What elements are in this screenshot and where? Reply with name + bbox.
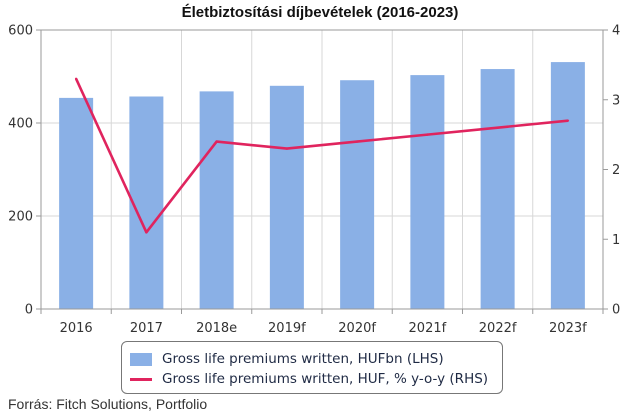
x-tick-label: 2019f (268, 321, 306, 336)
legend-label-bars: Gross life premiums written, HUFbn (LHS) (162, 351, 444, 367)
point-2018e (215, 140, 218, 143)
bar-2023f (550, 62, 585, 310)
line-series (74, 77, 570, 234)
bar-2019f (269, 85, 304, 309)
chart-title: Életbiztosítási díjbevételek (2016-2023) (181, 4, 459, 21)
axes (36, 29, 608, 314)
bar-2022f (480, 69, 515, 309)
point-2020f (355, 140, 359, 143)
x-tick-label: 2023f (549, 321, 587, 336)
bar-2017 (129, 96, 164, 310)
point-2019f (285, 147, 289, 150)
bar-2021f (410, 75, 445, 309)
bar-2016 (59, 97, 94, 309)
legend-swatch-line (130, 377, 152, 381)
x-tick-label: 2016 (60, 321, 93, 336)
bar-2018e (199, 91, 234, 309)
legend-swatch-bar (130, 352, 152, 366)
point-2017 (145, 231, 148, 234)
legend: Gross life premiums written, HUFbn (LHS)… (121, 341, 503, 394)
point-2022f (496, 126, 499, 129)
y-right-tick-label: 1 (612, 233, 620, 248)
y-right-tick-label: 3 (612, 93, 620, 108)
y-left-tick-label: 400 (8, 117, 33, 132)
x-tick-label: 2022f (479, 321, 517, 336)
point-2016 (74, 77, 78, 81)
y-right-tick-label: 2 (612, 163, 620, 178)
source-note: Forrás: Fitch Solutions, Portfolio (8, 396, 208, 412)
line-yoy (74, 78, 569, 234)
y-right-tick-label: 0 (612, 303, 620, 318)
point-2023f (566, 119, 570, 122)
x-tick-label: 2020f (338, 321, 376, 336)
bar-series (59, 62, 585, 310)
x-tick-label: 2018e (196, 321, 237, 336)
y-left-tick-label: 0 (25, 303, 33, 318)
point-2021f (426, 133, 429, 136)
grid (41, 29, 603, 310)
y-left-tick-label: 600 (8, 24, 33, 39)
legend-item-bars: Gross life premiums written, HUFbn (LHS) (130, 349, 444, 369)
x-tick-label: 2017 (130, 321, 163, 336)
y-right-tick-label: 4 (612, 24, 620, 39)
legend-label-line: Gross life premiums written, HUF, % y-o-… (162, 371, 489, 387)
tick-labels: 0 200 400 600 0 1 2 3 4 2016 2017 2018e 2019f 2020f 20… (8, 24, 620, 337)
legend-item-line: Gross life premiums written, HUF, % y-o-… (130, 369, 488, 389)
y-left-tick-label: 200 (8, 210, 33, 225)
x-tick-label: 2021f (409, 321, 447, 336)
bar-2020f (340, 80, 375, 309)
